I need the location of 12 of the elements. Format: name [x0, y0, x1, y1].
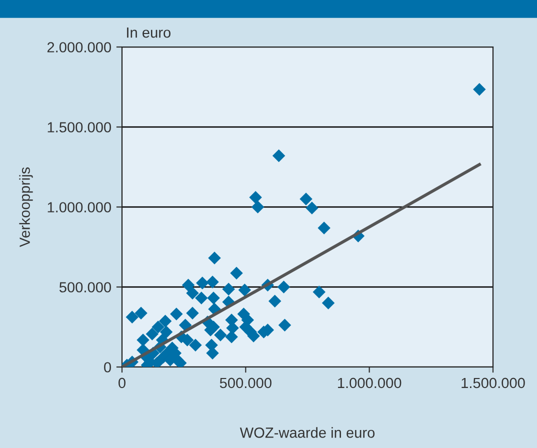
x-tick-label: 0: [118, 378, 126, 388]
y-tick-label: 1.000.000: [48, 202, 112, 212]
y-tick-label: 500.000: [59, 282, 112, 292]
x-tick-label: 1.000.000: [338, 378, 402, 388]
y-tick-label: 2.000.000: [47, 42, 112, 52]
text: In euro: [127, 28, 170, 38]
x-tick-label: 1.500.000: [462, 378, 525, 388]
x-tick-label: 500.000: [220, 378, 272, 388]
x-axis-title: WOZ-waarde in euro: [240, 427, 375, 438]
y-tick-label: 0: [104, 362, 112, 372]
y-axis-title: Verkoopprijs: [19, 167, 33, 248]
y-tick-label: 1.500.000: [48, 122, 112, 132]
